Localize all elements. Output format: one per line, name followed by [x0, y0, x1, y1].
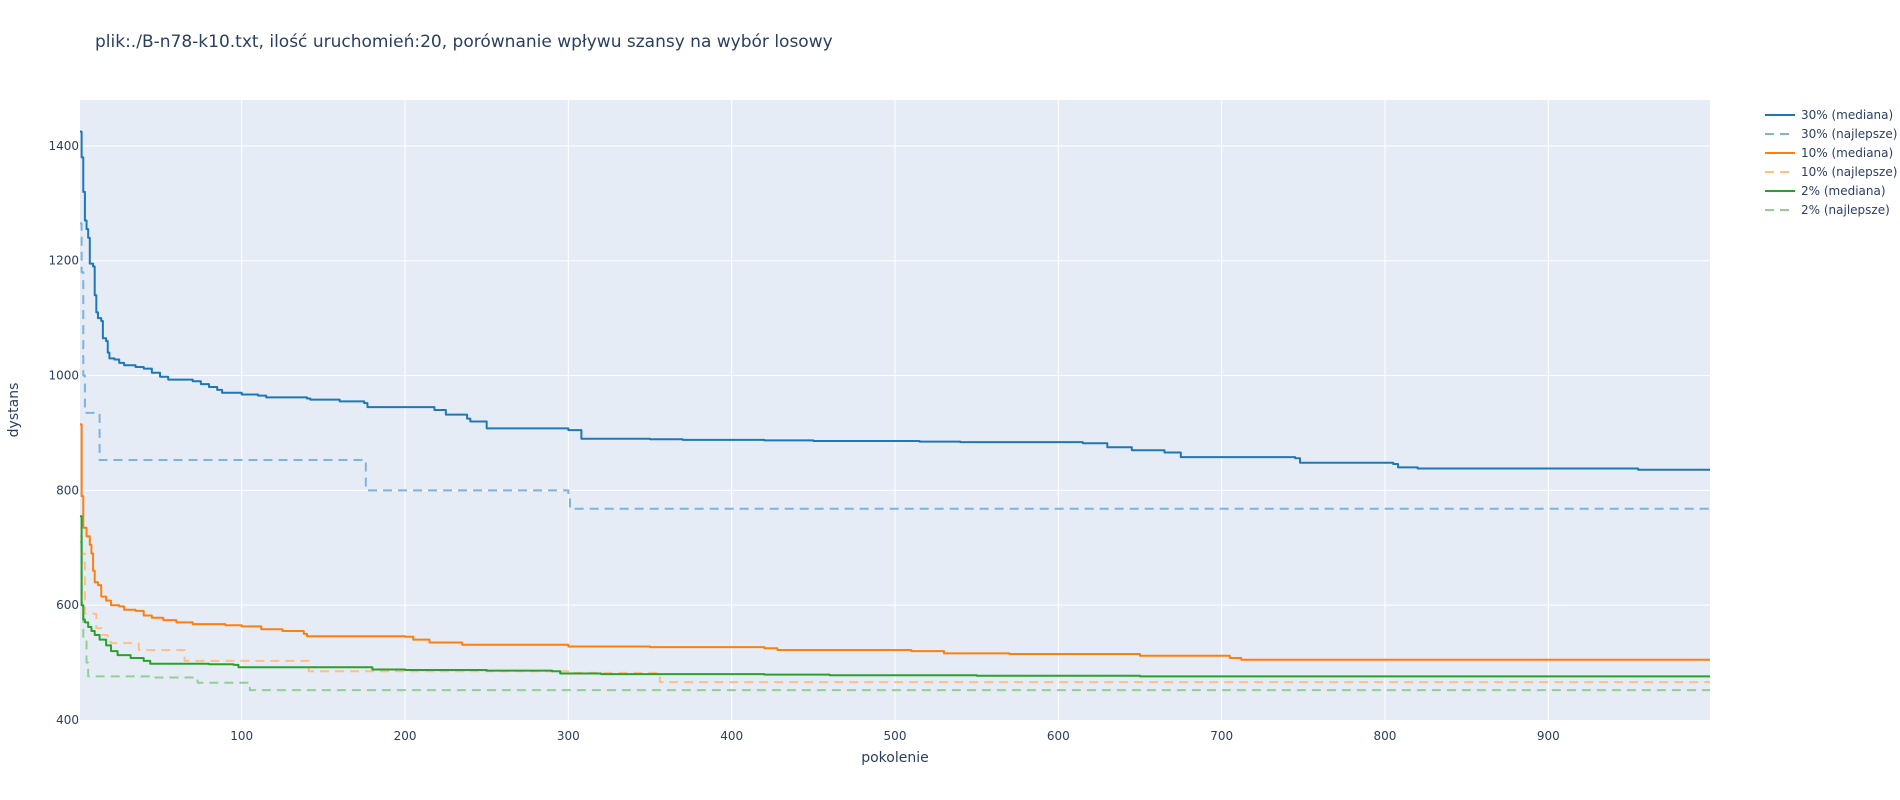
x-axis-title: pokolenie	[861, 750, 929, 766]
legend-label: 30% (mediana)	[1801, 108, 1893, 122]
series-line-10-najlepsze	[80, 535, 1710, 684]
y-tick-label: 600	[56, 598, 79, 612]
gridlines	[80, 100, 1710, 720]
y-axis-title: dystans	[6, 383, 22, 438]
tick-labels: 100 200 300 400 500 600 700 800 900 400 600 800 1000…	[48, 139, 1559, 743]
legend-label: 30% (najlepsze)	[1801, 127, 1897, 141]
series-line-30-najlepsze	[80, 222, 1710, 510]
series-line-30-mediana	[80, 130, 1710, 471]
legend: 30% (mediana) 30% (najlepsze) 10% (mediana…	[1765, 108, 1897, 217]
y-tick-label: 1400	[48, 139, 79, 153]
series-line-10-mediana	[80, 423, 1710, 661]
x-tick-label: 800	[1374, 729, 1397, 743]
x-tick-label: 400	[720, 729, 743, 743]
y-tick-label: 1200	[48, 254, 79, 268]
legend-label: 10% (najlepsze)	[1801, 165, 1897, 179]
x-tick-label: 600	[1047, 729, 1070, 743]
x-tick-label: 200	[394, 729, 417, 743]
legend-label: 10% (mediana)	[1801, 146, 1893, 160]
legend-label: 2% (najlepsze)	[1801, 203, 1890, 217]
x-tick-label: 700	[1210, 729, 1233, 743]
x-tick-label: 300	[557, 729, 580, 743]
chart-title: plik:./B-n78-k10.txt, ilość uruchomień:2…	[95, 32, 833, 52]
y-tick-label: 800	[56, 483, 79, 497]
y-tick-label: 1000	[48, 369, 79, 383]
x-tick-label: 100	[230, 729, 253, 743]
series-lines	[80, 130, 1710, 692]
series-line-2-mediana	[80, 515, 1710, 678]
x-tick-label: 500	[884, 729, 907, 743]
y-tick-label: 400	[56, 713, 79, 727]
x-tick-label: 900	[1537, 729, 1560, 743]
legend-label: 2% (mediana)	[1801, 184, 1886, 198]
